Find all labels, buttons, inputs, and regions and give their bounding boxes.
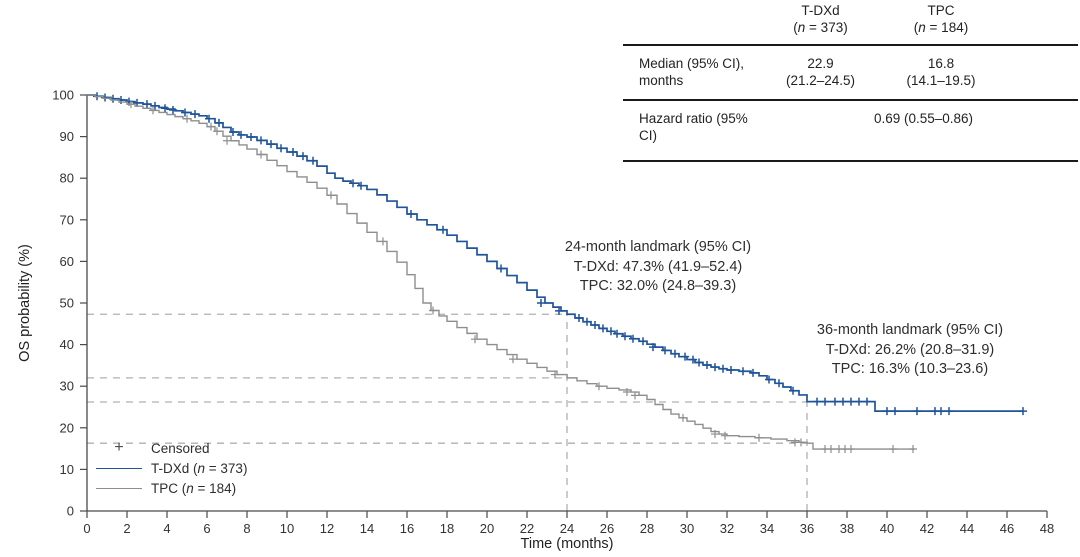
x-tick-label: 36 <box>800 521 814 536</box>
x-tick-label: 42 <box>920 521 934 536</box>
table-header-tdxd: T-DXd (n = 373) <box>793 3 848 35</box>
landmark-reference-lines <box>87 313 808 511</box>
x-tick-label: 14 <box>360 521 374 536</box>
annotation-36-month-landmark: 36-month landmark (95% CI) T-DXd: 26.2% … <box>817 321 1003 380</box>
tpc-censor-marks <box>127 100 917 454</box>
table-row-hazard-ratio: Hazard ratio (95% CI) 0.69 (0.55–0.86) <box>623 101 1078 160</box>
y-tick-label: 70 <box>60 212 74 227</box>
x-tick-label: 44 <box>960 521 974 536</box>
table-rule <box>623 160 1078 162</box>
annotation-title: 36-month landmark (95% CI) <box>816 322 1004 338</box>
annotation-tdxd-value: T-DXd: 26.2% (20.8–31.9) <box>825 341 995 358</box>
legend-label-tpc: TPC (n = 184) <box>151 480 237 496</box>
x-tick-label: 20 <box>480 521 494 536</box>
median-tpc-value: 16.8 (14.1–19.5) <box>906 56 976 88</box>
x-tick-label: 6 <box>203 521 210 536</box>
y-tick-label: 60 <box>60 254 74 269</box>
legend-label-censored: Censored <box>151 440 210 456</box>
y-tick-label: 90 <box>60 129 74 144</box>
y-tick-label: 100 <box>52 88 74 103</box>
x-tick-label: 48 <box>1040 521 1054 536</box>
tdxd-survival-curve <box>87 94 1023 413</box>
legend-label-tdxd: T-DXd (n = 373) <box>151 460 248 476</box>
tpc-line-swatch <box>96 487 142 489</box>
x-tick-label: 16 <box>400 521 414 536</box>
legend-row-tdxd: T-DXd (n = 373) <box>95 458 247 478</box>
x-tick-label: 8 <box>243 521 250 536</box>
hazard-ratio-label: Hazard ratio (95% CI) <box>639 111 748 143</box>
x-tick-label: 2 <box>123 521 130 536</box>
legend-row-censored: + Censored <box>95 438 247 458</box>
y-tick-label: 50 <box>60 296 74 311</box>
x-tick-label: 32 <box>720 521 734 536</box>
table-header-tpc: TPC (n = 184) <box>913 3 969 35</box>
median-row-label: Median (95% CI), months <box>639 56 745 88</box>
x-tick-label: 4 <box>163 521 170 536</box>
x-tick-label: 12 <box>320 521 334 536</box>
tdxd-line-swatch <box>96 467 142 469</box>
x-tick-label: 18 <box>440 521 454 536</box>
y-tick-label: 10 <box>60 462 74 477</box>
table-rule <box>623 44 1078 46</box>
x-tick-label: 28 <box>640 521 654 536</box>
y-tick-label: 20 <box>60 420 74 435</box>
annotation-tdxd-value: T-DXd: 47.3% (41.9–52.4) <box>573 258 743 275</box>
annotation-24-month-landmark: 24-month landmark (95% CI) T-DXd: 47.3% … <box>565 238 751 297</box>
censored-plus-icon: + <box>114 439 124 456</box>
table-row-median: Median (95% CI), months 22.9 (21.2–24.5)… <box>623 46 1078 99</box>
x-tick-label: 22 <box>520 521 534 536</box>
legend: + Censored T-DXd (n = 373) TPC (n = 184) <box>95 438 247 498</box>
x-tick-label: 24 <box>560 521 574 536</box>
hazard-ratio-value: 0.69 (0.55–0.86) <box>873 111 974 126</box>
x-tick-label: 34 <box>760 521 774 536</box>
annotation-tpc-value: TPC: 32.0% (24.8–39.3) <box>579 278 737 294</box>
table-header-row: T-DXd (n = 373) TPC (n = 184) <box>623 0 1078 44</box>
x-tick-label: 26 <box>600 521 614 536</box>
table-rule <box>623 99 1078 101</box>
y-tick-label: 0 <box>67 504 74 519</box>
y-tick-label: 80 <box>60 171 74 186</box>
x-tick-label: 10 <box>280 521 294 536</box>
median-tdxd-value: 22.9 (21.2–24.5) <box>785 56 856 88</box>
y-axis-title: OS probability (%) <box>17 244 33 362</box>
y-tick-label: 30 <box>60 379 74 394</box>
x-tick-label: 40 <box>880 521 894 536</box>
x-tick-label: 30 <box>680 521 694 536</box>
legend-row-tpc: TPC (n = 184) <box>95 478 247 498</box>
x-tick-label: 0 <box>83 521 90 536</box>
annotation-tpc-value: TPC: 16.3% (10.3–23.6) <box>831 361 989 377</box>
summary-table: T-DXd (n = 373) TPC (n = 184) Median (95… <box>623 0 1078 162</box>
x-axis-title: Time (months) <box>520 536 614 552</box>
x-tick-label: 38 <box>840 521 854 536</box>
series-tpc <box>87 94 917 454</box>
annotation-title: 24-month landmark (95% CI) <box>564 239 752 255</box>
y-tick-label: 40 <box>60 337 74 352</box>
x-tick-label: 46 <box>1000 521 1014 536</box>
